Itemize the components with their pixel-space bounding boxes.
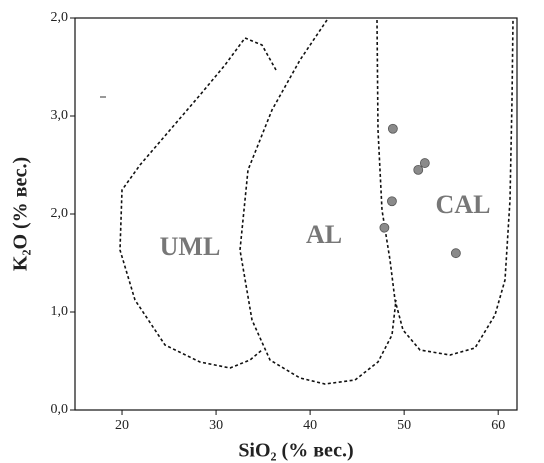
point <box>379 222 390 233</box>
y-tick-label: 1,0 <box>51 304 69 319</box>
y-tick-label: 0,0 <box>51 402 69 417</box>
point <box>413 164 424 175</box>
point <box>387 123 398 134</box>
al-field <box>239 19 397 385</box>
x-tick-label: 60 <box>491 418 505 433</box>
y-tick-label: 2,0 <box>51 10 69 25</box>
field-label: AL <box>306 220 342 249</box>
y-axis-label: K₂O (% вес.) <box>10 157 32 271</box>
x-tick-label: 20 <box>115 418 129 433</box>
y-tick-label: 2,0 <box>51 206 69 221</box>
field-label: CAL <box>436 190 491 219</box>
field-label: UML <box>160 232 221 261</box>
x-tick-label: 50 <box>397 418 411 433</box>
x-axis-label: SiO₂ (% вес.) <box>238 440 353 462</box>
point <box>387 196 397 207</box>
x-tick-label: 30 <box>209 418 223 433</box>
uml-field <box>119 37 277 369</box>
y-tick-label: 3,0 <box>51 108 69 123</box>
x-tick-label: 40 <box>303 418 317 433</box>
cal-field <box>376 19 514 356</box>
point <box>419 158 430 168</box>
point <box>450 248 461 259</box>
